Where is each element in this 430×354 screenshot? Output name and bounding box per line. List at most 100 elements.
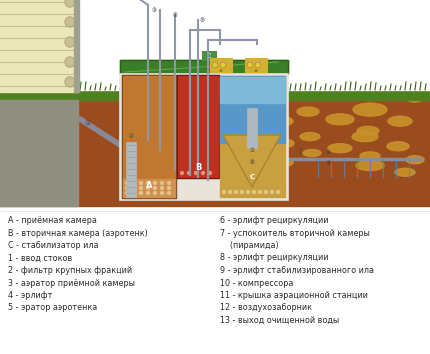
Circle shape [181,171,184,175]
Circle shape [276,190,280,194]
Ellipse shape [303,149,321,156]
Text: ④: ④ [138,0,142,1]
Circle shape [222,190,225,194]
Bar [178,76,218,177]
Ellipse shape [328,144,352,153]
Bar [247,108,257,148]
Ellipse shape [270,139,294,148]
Circle shape [255,62,261,68]
Text: 10 - компрессора: 10 - компрессора [220,279,293,287]
Text: 6 - эрлифт рециркуляции: 6 - эрлифт рециркуляции [220,216,329,225]
Circle shape [234,190,237,194]
Ellipse shape [357,126,379,135]
Circle shape [126,187,129,189]
Polygon shape [223,135,281,187]
Ellipse shape [271,159,293,167]
Bar [0,0,430,90]
Text: 5 - эратор аэротенка: 5 - эратор аэротенка [8,303,97,313]
Bar [126,142,136,197]
Ellipse shape [326,114,354,125]
Text: A - приёмная камера: A - приёмная камера [8,216,97,225]
Text: 8 - эрлифт рециркуляции: 8 - эрлифт рециркуляции [220,253,329,263]
Text: 4 - эрлифт: 4 - эрлифт [8,291,52,300]
Circle shape [252,190,255,194]
Ellipse shape [39,155,61,164]
Text: ③: ③ [326,161,330,166]
Text: C: C [249,174,255,180]
Ellipse shape [360,152,380,160]
Bar [177,75,219,178]
Text: B - вторичная камера (аэротенк): B - вторичная камера (аэротенк) [8,228,148,238]
Text: 9 - эрлифт стабилизированного ила: 9 - эрлифт стабилизированного ила [220,266,374,275]
Ellipse shape [35,97,61,108]
Ellipse shape [406,156,424,164]
Text: 3 - аэратор приёмной камеры: 3 - аэратор приёмной камеры [8,279,135,287]
Text: ⑤: ⑤ [200,18,205,23]
Bar [245,58,267,72]
Bar [122,75,176,198]
Bar [0,90,430,100]
Circle shape [65,57,75,67]
Ellipse shape [237,151,263,161]
Bar [120,74,288,200]
Text: 7 - успокоитель вторичной камеры: 7 - успокоитель вторичной камеры [220,228,370,238]
Text: C - стабилизатор ила: C - стабилизатор ила [8,241,98,250]
Circle shape [139,192,142,194]
Text: ⑦: ⑦ [249,148,255,154]
Circle shape [220,62,226,68]
Text: ⑬: ⑬ [298,148,301,154]
Bar [0,0,78,92]
Text: ⑩: ⑩ [254,69,258,73]
Circle shape [126,182,129,184]
Circle shape [65,17,75,27]
Circle shape [139,182,142,184]
Circle shape [258,190,261,194]
Circle shape [65,77,75,87]
Circle shape [168,192,171,194]
Circle shape [160,182,163,184]
Ellipse shape [395,168,415,176]
Circle shape [160,187,163,189]
Circle shape [168,182,171,184]
Circle shape [132,182,135,184]
Ellipse shape [356,160,384,171]
Circle shape [65,37,75,47]
Circle shape [147,192,150,194]
Circle shape [65,0,75,7]
Bar [123,179,175,197]
Text: ①: ① [85,120,91,126]
Ellipse shape [388,116,412,126]
Ellipse shape [352,132,378,142]
Bar [220,76,285,197]
Bar [74,0,79,92]
Ellipse shape [297,107,319,116]
Bar [120,60,288,74]
Text: ⑧: ⑧ [172,13,178,18]
Text: B: B [195,162,201,171]
Bar [123,76,175,197]
Text: ⑫: ⑫ [208,53,210,58]
Bar [120,60,288,74]
Ellipse shape [406,94,424,102]
Text: 1 - ввод стоков: 1 - ввод стоков [8,253,72,263]
Bar [220,77,285,103]
Circle shape [132,187,135,189]
Text: ⑩: ⑩ [219,69,223,73]
Circle shape [147,187,150,189]
Text: ⑨: ⑨ [326,150,330,155]
Ellipse shape [0,165,17,173]
Circle shape [126,192,129,194]
Text: ②: ② [129,134,133,139]
Bar [210,58,232,72]
Ellipse shape [300,133,320,141]
Ellipse shape [267,116,293,126]
Circle shape [154,187,157,189]
Text: A: A [146,181,152,189]
Ellipse shape [236,129,264,139]
Circle shape [132,192,135,194]
Bar [0,100,430,206]
Text: ③: ③ [151,8,157,13]
Text: 2 - фильтр крупных фракций: 2 - фильтр крупных фракций [8,266,132,275]
Bar [202,51,216,60]
Ellipse shape [0,148,26,158]
